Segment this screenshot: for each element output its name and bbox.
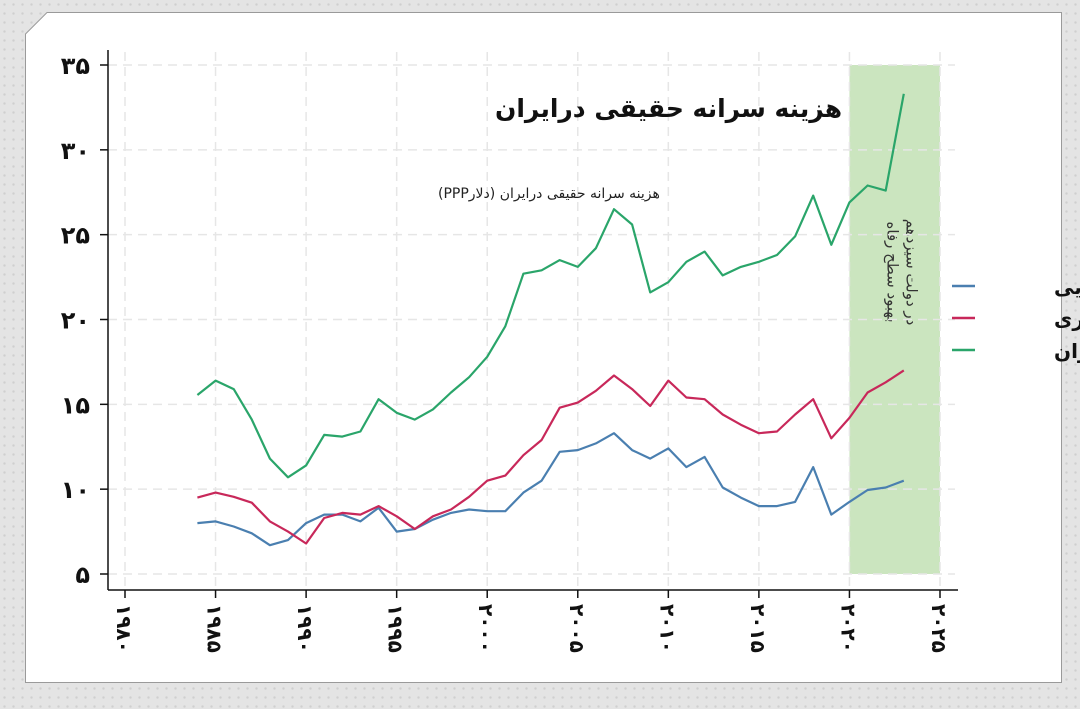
y-tick-label: ۵	[75, 561, 90, 589]
x-tick-label: ۲۰۱۵	[746, 604, 770, 653]
y-tick-label: ۳۵	[61, 52, 90, 80]
x-tick-label: ۲۰۰۵	[565, 604, 589, 653]
x-tick-label: ۲۰۲۵	[927, 604, 951, 653]
x-tick-label: ۱۹۸۵	[203, 604, 227, 653]
y-tick-label: ۱۰	[61, 476, 90, 504]
x-tick-label: ۲۰۰۰	[474, 604, 498, 653]
x-tick-label: ۱۹۹۰	[293, 604, 317, 653]
series-line	[197, 369, 905, 545]
x-tick-label: ۲۰۲۰	[836, 604, 860, 653]
chart-title: هزینه سرانه حقیقی درایران	[495, 94, 842, 124]
x-tick-label: ۱۹۸۰	[112, 604, 136, 653]
x-tick-label: ۱۹۹۵	[384, 604, 408, 653]
series-line	[197, 432, 905, 547]
y-tick-label: ۲۵	[61, 222, 90, 250]
series-line	[196, 93, 905, 479]
y-tick-label: ۳۰	[61, 137, 90, 165]
annotation-text: در دولت سیزدهم	[902, 219, 920, 326]
y-tick-label: ۲۰	[61, 307, 90, 335]
x-tick-label: ۲۰۱۰	[655, 604, 679, 653]
legend-label: شهـری	[1054, 307, 1080, 331]
legend-label: تهـران	[1054, 339, 1080, 363]
legend-label: روستایی	[1054, 275, 1080, 299]
y-tick-label: ۱۵	[61, 391, 90, 419]
annotation-text: بهبود سطح رفاه	[883, 222, 901, 323]
chart-subtitle: هزینه سرانه حقیقی درایران (دلارPPP)	[438, 186, 660, 202]
